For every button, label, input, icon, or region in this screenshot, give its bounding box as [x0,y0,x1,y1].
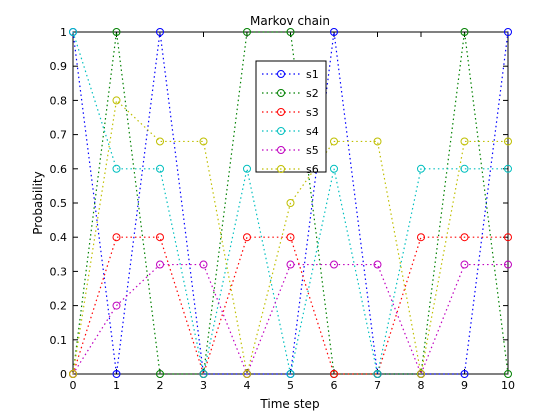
y-tick-label: 1 [60,26,67,39]
data-point-s3 [243,233,251,242]
y-tick-label: 0.8 [50,94,68,107]
data-point-s3 [417,233,425,242]
data-point-s6 [286,199,295,207]
data-point-s1 [460,370,469,378]
legend-marker-s4 [277,127,285,135]
x-tick-label: 1 [113,379,120,392]
data-point-s4 [199,370,208,378]
data-point-s1 [156,28,164,36]
y-tick-label: 0.2 [50,300,68,313]
series-line-s2 [72,31,509,375]
x-axis-label: Time step [259,397,319,411]
data-point-s3 [504,233,512,242]
data-point-s6 [504,137,512,146]
x-tick-label: 4 [244,379,251,392]
data-point-s3 [112,233,121,242]
x-tick-label: 9 [461,379,468,392]
x-tick-label: 10 [501,379,515,392]
series-group [69,28,512,378]
data-point-s5 [112,301,121,310]
data-point-s5 [156,260,164,269]
data-point-s4 [243,164,251,173]
data-point-s4 [460,164,469,173]
legend-marker-s3 [277,108,285,116]
data-point-s4 [417,164,425,173]
series-line-s1 [72,31,509,375]
y-tick-label: 0.5 [50,197,68,210]
legend-marker-s2 [277,89,285,97]
series-s4 [69,28,512,378]
data-point-s2 [112,28,121,36]
legend: s1 s2 s3 s4 s5 s6 [255,60,327,176]
legend-marker-s1 [277,70,285,78]
data-point-s4 [286,370,295,378]
data-point-s6 [330,137,338,146]
legend-box [255,60,327,173]
data-point-s1 [330,28,338,36]
y-tick-label: 0.6 [50,163,68,176]
data-point-s4 [504,164,512,173]
data-point-s3 [156,233,164,242]
data-point-s5 [330,260,338,269]
data-point-s6 [243,370,251,378]
axis-ticks: 0 1 2 3 4 5 6 7 8 9 10 0 0.1 0.2 0.3 0.4 0.5 0.6 0.7 0.8 0.9… [50,26,516,392]
y-tick-label: 0.1 [50,334,68,347]
data-point-s2 [504,370,512,378]
data-point-s5 [460,260,469,269]
x-tick-label: 8 [418,379,425,392]
data-point-s5 [199,260,208,269]
data-point-s3 [330,370,338,378]
data-point-s2 [156,370,164,378]
chart-title: Markov chain [250,14,330,28]
y-tick-label: 0 [60,368,67,381]
data-point-s2 [243,28,251,36]
data-point-s3 [286,233,295,242]
legend-label-s3: s3 [306,106,319,119]
data-point-s6 [156,137,164,146]
data-point-s6 [69,370,77,378]
series-line-s3 [72,236,508,376]
data-point-s5 [373,260,382,269]
legend-label-s5: s5 [306,144,319,157]
x-tick-label: 6 [331,379,338,392]
x-tick-label: 7 [374,379,381,392]
data-point-s5 [286,260,295,269]
series-s6 [69,96,512,378]
data-point-s4 [156,164,164,173]
data-point-s6 [199,137,208,146]
data-point-s6 [112,96,121,105]
x-tick-label: 3 [200,379,207,392]
x-tick-label: 5 [287,379,294,392]
series-line-s5 [72,263,508,376]
legend-label-s2: s2 [306,87,319,100]
x-tick-label: 2 [157,379,164,392]
data-point-s4 [69,28,77,36]
data-point-s3 [460,233,469,242]
data-point-s4 [112,164,121,173]
legend-marker-s6 [277,165,285,173]
data-point-s1 [504,28,512,36]
legend-label-s6: s6 [306,163,319,176]
data-point-s2 [286,28,295,36]
legend-label-s1: s1 [306,68,319,81]
data-point-s2 [460,28,469,36]
x-tick-label: 0 [70,379,77,392]
data-point-s6 [373,137,382,146]
y-tick-label: 0.7 [50,129,68,142]
y-axis-label: Probability [31,171,45,234]
y-tick-label: 0.3 [50,265,68,278]
data-point-s5 [504,260,512,269]
y-tick-label: 0.4 [50,231,68,244]
data-point-s1 [112,370,121,378]
y-tick-label: 0.9 [50,60,68,73]
data-point-s4 [373,370,382,378]
data-point-s6 [417,370,425,378]
series-line-s6 [72,99,508,375]
legend-label-s4: s4 [306,125,319,138]
data-point-s6 [460,137,469,146]
legend-marker-s5 [277,146,285,154]
data-point-s4 [330,164,338,173]
